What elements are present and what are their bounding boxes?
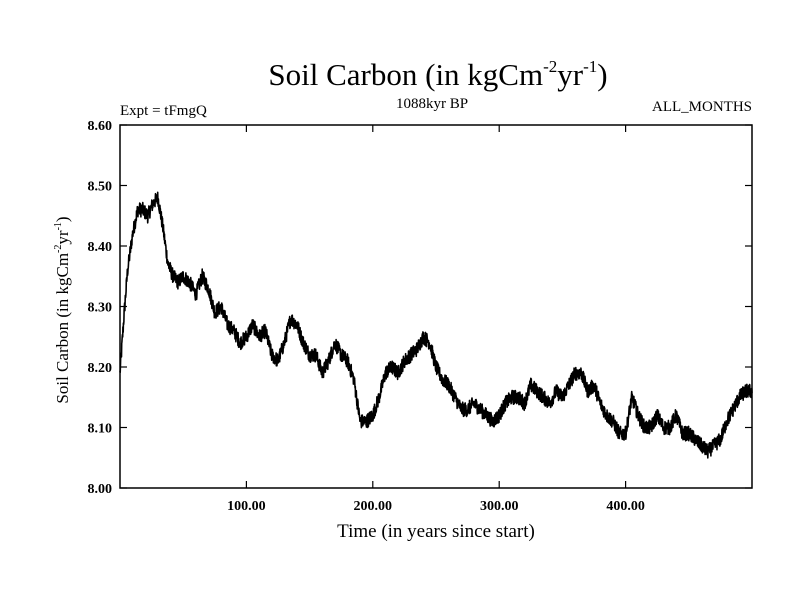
x-tick-label: 100.00 <box>227 499 266 514</box>
x-tick-label: 400.00 <box>606 499 645 514</box>
series-line <box>119 191 753 459</box>
plot-area <box>119 191 753 459</box>
x-tick-label: 200.00 <box>354 499 393 514</box>
subtitle-months: ALL_MONTHS <box>652 99 752 115</box>
y-axis-label: Soil Carbon (in kgCm-2yr-1) <box>53 216 72 403</box>
x-ticks: 100.00 200.00 300.00 400.00 <box>227 125 645 514</box>
y-ticks: 8.00 8.10 8.20 8.30 8.40 8.50 8.60 <box>88 119 752 497</box>
y-tick-label: 8.40 <box>88 240 113 255</box>
x-tick-label: 300.00 <box>480 499 519 514</box>
y-tick-label: 8.50 <box>88 180 113 195</box>
y-tick-label: 8.30 <box>88 301 113 316</box>
chart-title: Soil Carbon (in kgCm-2yr-1) <box>268 57 607 92</box>
x-axis-label: Time (in years since start) <box>337 521 535 542</box>
y-tick-label: 8.20 <box>88 361 113 376</box>
subtitle-experiment: Expt = tFmgQ <box>120 103 207 119</box>
y-tick-label: 8.60 <box>88 119 113 134</box>
subtitle-period: 1088kyr BP <box>396 96 468 112</box>
plot-frame <box>119 124 753 489</box>
y-tick-label: 8.00 <box>88 482 113 497</box>
y-tick-label: 8.10 <box>88 422 113 437</box>
